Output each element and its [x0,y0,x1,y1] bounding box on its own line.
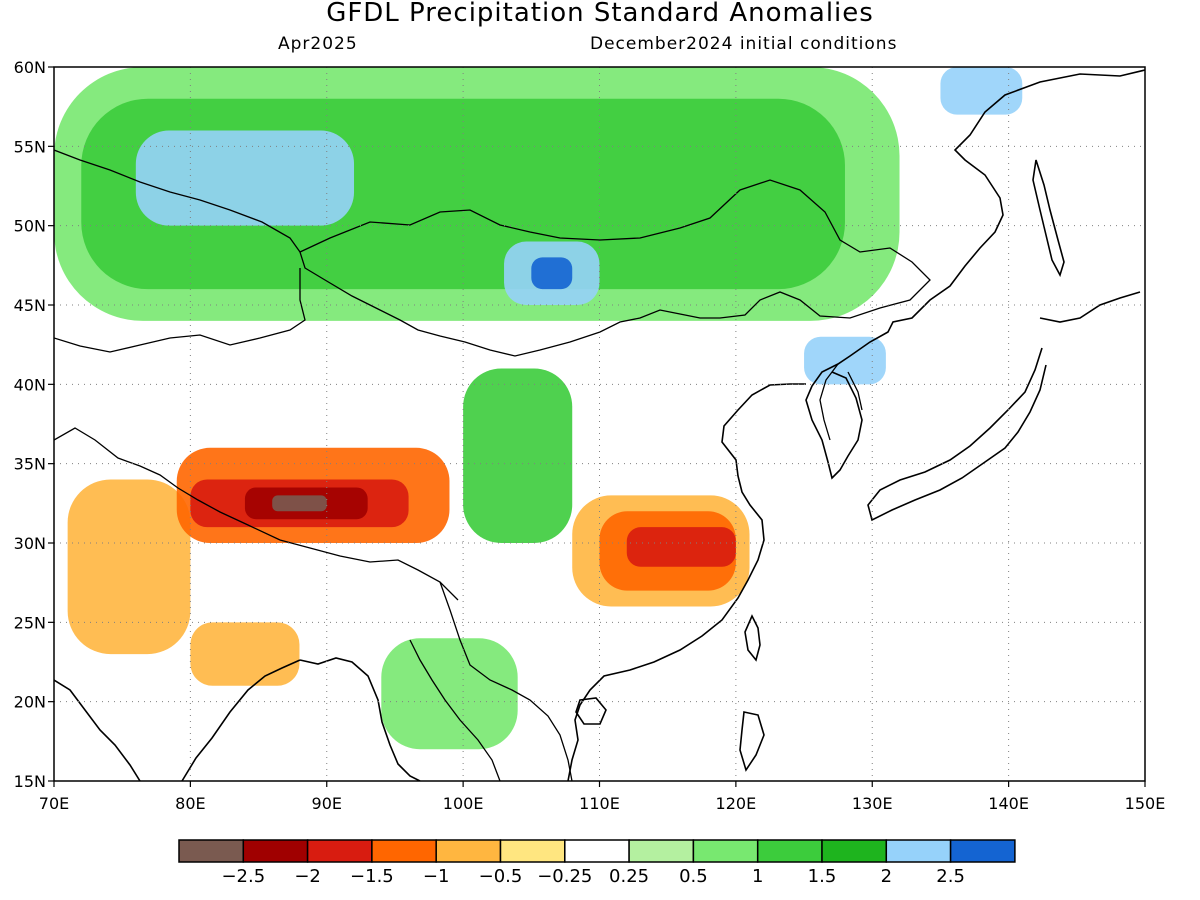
colorbar-label: −1.5 [350,866,394,887]
border-southeast-asia [409,581,573,781]
colorbar-label: 0.25 [609,866,649,887]
colorbar: −2.5 −2 −1.5 −1 −0.5 −0.25 0.25 0.5 1 1.5 2 2.5 [178,839,1016,887]
colorbar-label: 2 [881,866,892,887]
anomaly-region [67,479,191,655]
coastline-sakhalin [1032,159,1065,278]
colorbar-box [821,839,888,863]
colorbar-label: −0.25 [537,866,592,887]
border-tibet-plateau [54,427,459,601]
forecast-month: Apr2025 [278,34,358,54]
lon-label: 100E [443,794,484,813]
lat-label: 45N [14,296,46,315]
colorbar-boxes [178,839,1016,863]
colorbar-box [499,839,566,863]
coastline-taiwan [744,614,761,662]
lat-label: 15N [14,772,46,791]
coastline-layer [54,69,1145,781]
lat-label: 50N [14,217,46,236]
colorbar-label: −0.5 [479,866,523,887]
lon-label: 80E [175,794,205,813]
anomaly-region [190,622,300,686]
colorbar-box [628,839,695,863]
latitude-labels: 15N 20N 25N 30N 35N 40N 45N 50N 55N 60N [14,58,54,791]
anomaly-map: 15N 20N 25N 30N 35N 40N 45N 50N 55N 60N 70E 80E 90E… [14,58,1166,813]
lon-label: 120E [716,794,757,813]
coastline-hainan [575,697,607,725]
lat-label: 55N [14,137,46,156]
anomaly-region [804,336,886,385]
lon-label: 130E [852,794,893,813]
border-mongolia [299,179,931,357]
anomaly-region [272,495,327,512]
colorbar-box [435,839,502,863]
anomaly-region [940,67,1023,115]
coastline-bay-of-bengal [299,657,421,781]
chart-title: GFDL Precipitation Standard Anomalies [326,0,874,28]
border-kazakhstan [54,149,306,353]
colorbar-label: 1 [752,866,763,887]
colorbar-label: 2.5 [936,866,965,887]
lat-label: 30N [14,534,46,553]
lat-label: 35N [14,455,46,474]
colorbar-label: 0.5 [679,866,708,887]
colorbar-labels: −2.5 −2 −1.5 −1 −0.5 −0.25 0.25 0.5 1 1.5 2 2.5 [221,866,964,887]
colorbar-box [178,839,245,863]
colorbar-box [564,839,630,863]
coastline-mainland-east [567,69,1145,781]
colorbar-box [242,839,309,863]
colorbar-box [306,839,373,863]
initial-conditions-label: December2024 initial conditions [590,34,898,54]
lat-label: 25N [14,613,46,632]
anomaly-region [381,638,518,750]
colorbar-label: −2.5 [221,866,265,887]
lon-label: 110E [579,794,620,813]
anomaly-region [626,527,736,567]
lon-label: 70E [39,794,69,813]
lat-label: 20N [14,693,46,712]
colorbar-box [692,839,759,863]
coastline-japan [867,291,1141,522]
coastline-philippines [739,711,765,772]
lon-label: 90E [312,794,342,813]
lat-label: 60N [14,58,46,77]
lat-label: 40N [14,375,46,394]
longitude-labels: 70E 80E 90E 100E 110E 120E 130E 140E 150E [39,781,1166,813]
colorbar-box [371,839,437,863]
colorbar-box [949,839,1016,863]
lat-lon-gridlines [54,67,1145,781]
coastline-korea [819,363,863,441]
colorbar-box [756,839,823,863]
colorbar-label: −1 [423,866,450,887]
lon-label: 140E [988,794,1029,813]
lon-label: 150E [1125,794,1166,813]
coastline-india [54,659,301,781]
colorbar-label: −2 [294,866,321,887]
anomaly-region [463,368,573,543]
colorbar-box [885,839,952,863]
anomaly-region [135,130,355,226]
anomaly-region [531,257,573,290]
colorbar-label: 1.5 [808,866,837,887]
